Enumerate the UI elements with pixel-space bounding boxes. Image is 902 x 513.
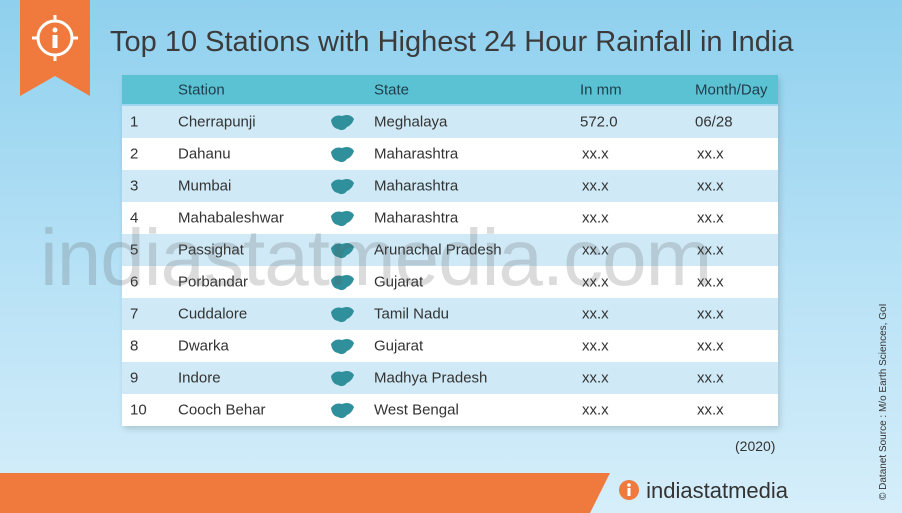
- cell: xx.x: [582, 209, 609, 227]
- cell: xx.x: [697, 305, 724, 323]
- header-row: Station State In mm Month/Day: [122, 75, 778, 104]
- state-map-icon: [331, 307, 354, 323]
- column-header: State: [374, 81, 410, 98]
- cell: xx.x: [582, 369, 609, 387]
- cell: xx.x: [582, 145, 609, 163]
- table-row: 9 Indore Madhya Pradesh xx.x xx.x: [122, 362, 778, 394]
- table: Station State In mm Month/Day 1 Cherrapunji Me…: [122, 75, 778, 426]
- table-row: 5 Passighat Arunachal Pradesh xx.x xx.x: [122, 234, 778, 266]
- cell: Arunachal Pradesh: [374, 241, 502, 259]
- table-row: 7 Cuddalore Tamil Nadu xx.x xx.x: [122, 298, 778, 330]
- cell: xx.x: [582, 241, 609, 259]
- cell: Porbandar: [178, 273, 249, 291]
- table-row: 10 Cooch Behar West Bengal xx.x xx.x: [122, 394, 778, 426]
- cell: xx.x: [697, 145, 724, 163]
- state-map-icon: [331, 211, 354, 227]
- cell: Gujarat: [374, 337, 424, 355]
- cell: 3: [130, 177, 139, 195]
- cell: xx.x: [697, 337, 724, 355]
- cell: Gujarat: [374, 273, 424, 291]
- column-header: Station: [178, 81, 225, 98]
- title: Top 10 Stations with Highest 24 Hour Rai…: [110, 26, 794, 58]
- cell: 2: [130, 145, 139, 163]
- cell: xx.x: [582, 273, 609, 291]
- cell: West Bengal: [374, 401, 459, 419]
- table-row: 4 Mahabaleshwar Maharashtra xx.x xx.x: [122, 202, 778, 234]
- cell: Madhya Pradesh: [374, 369, 488, 387]
- cell: Cooch Behar: [178, 401, 266, 419]
- cell: xx.x: [697, 273, 724, 291]
- cell: xx.x: [697, 241, 724, 259]
- cell: xx.x: [582, 177, 609, 195]
- cell: Maharashtra: [374, 145, 459, 163]
- cell: xx.x: [697, 401, 724, 419]
- state-map-icon: [331, 115, 354, 131]
- cell: xx.x: [697, 209, 724, 227]
- brand: indiastatmedia: [618, 478, 788, 504]
- cell: xx.x: [582, 305, 609, 323]
- cell: Cuddalore: [178, 305, 248, 323]
- cell: xx.x: [582, 401, 609, 419]
- cell: Passighat: [178, 241, 244, 259]
- cell: xx.x: [697, 369, 724, 387]
- cell: Tamil Nadu: [374, 305, 450, 323]
- cell: Maharashtra: [374, 177, 459, 195]
- cell: 10: [130, 401, 147, 419]
- cell: xx.x: [582, 337, 609, 355]
- cell: 8: [130, 337, 139, 355]
- table-row: 8 Dwarka Gujarat xx.x xx.x: [122, 330, 778, 362]
- cell: Maharashtra: [374, 209, 459, 227]
- table-row: 2 Dahanu Maharashtra xx.x xx.x: [122, 138, 778, 170]
- table-row: 3 Mumbai Maharashtra xx.x xx.x: [122, 170, 778, 202]
- cell: 06/28: [695, 113, 733, 131]
- state-map-icon: [331, 339, 354, 355]
- column-header: Month/Day: [695, 81, 768, 98]
- footer-band: [0, 473, 610, 513]
- cell: Dahanu: [178, 145, 231, 163]
- cell: Indore: [178, 369, 221, 387]
- cell: Mahabaleshwar: [178, 209, 284, 227]
- year-note: (2020): [735, 438, 776, 454]
- cell: Mumbai: [178, 177, 232, 195]
- cell: 9: [130, 369, 139, 387]
- state-map-icon: [331, 403, 354, 419]
- info-ribbon: [20, 0, 90, 96]
- state-map-icon: [331, 243, 354, 259]
- cell: Cherrapunji: [178, 113, 256, 131]
- brand-text: indiastatmedia: [646, 478, 788, 503]
- brand-icon: [619, 480, 639, 500]
- cell: 4: [130, 209, 139, 227]
- state-map-icon: [331, 147, 354, 163]
- cell: 7: [130, 305, 139, 323]
- state-map-icon: [331, 179, 354, 195]
- cell: Dwarka: [178, 337, 229, 355]
- cell: 1: [130, 113, 139, 131]
- cell: xx.x: [697, 177, 724, 195]
- source: © Datanet Source : M/o Earth Sciences, G…: [878, 303, 889, 500]
- table-row: 6 Porbandar Gujarat xx.x xx.x: [122, 266, 778, 298]
- state-map-icon: [331, 371, 354, 387]
- cell: 572.0: [580, 113, 618, 131]
- table-row: 1 Cherrapunji Meghalaya 572.0 06/28: [122, 106, 778, 138]
- cell: 6: [130, 273, 139, 291]
- state-map-icon: [331, 275, 354, 291]
- cell: 5: [130, 241, 139, 259]
- cell: Meghalaya: [374, 113, 448, 131]
- column-header: In mm: [580, 81, 622, 98]
